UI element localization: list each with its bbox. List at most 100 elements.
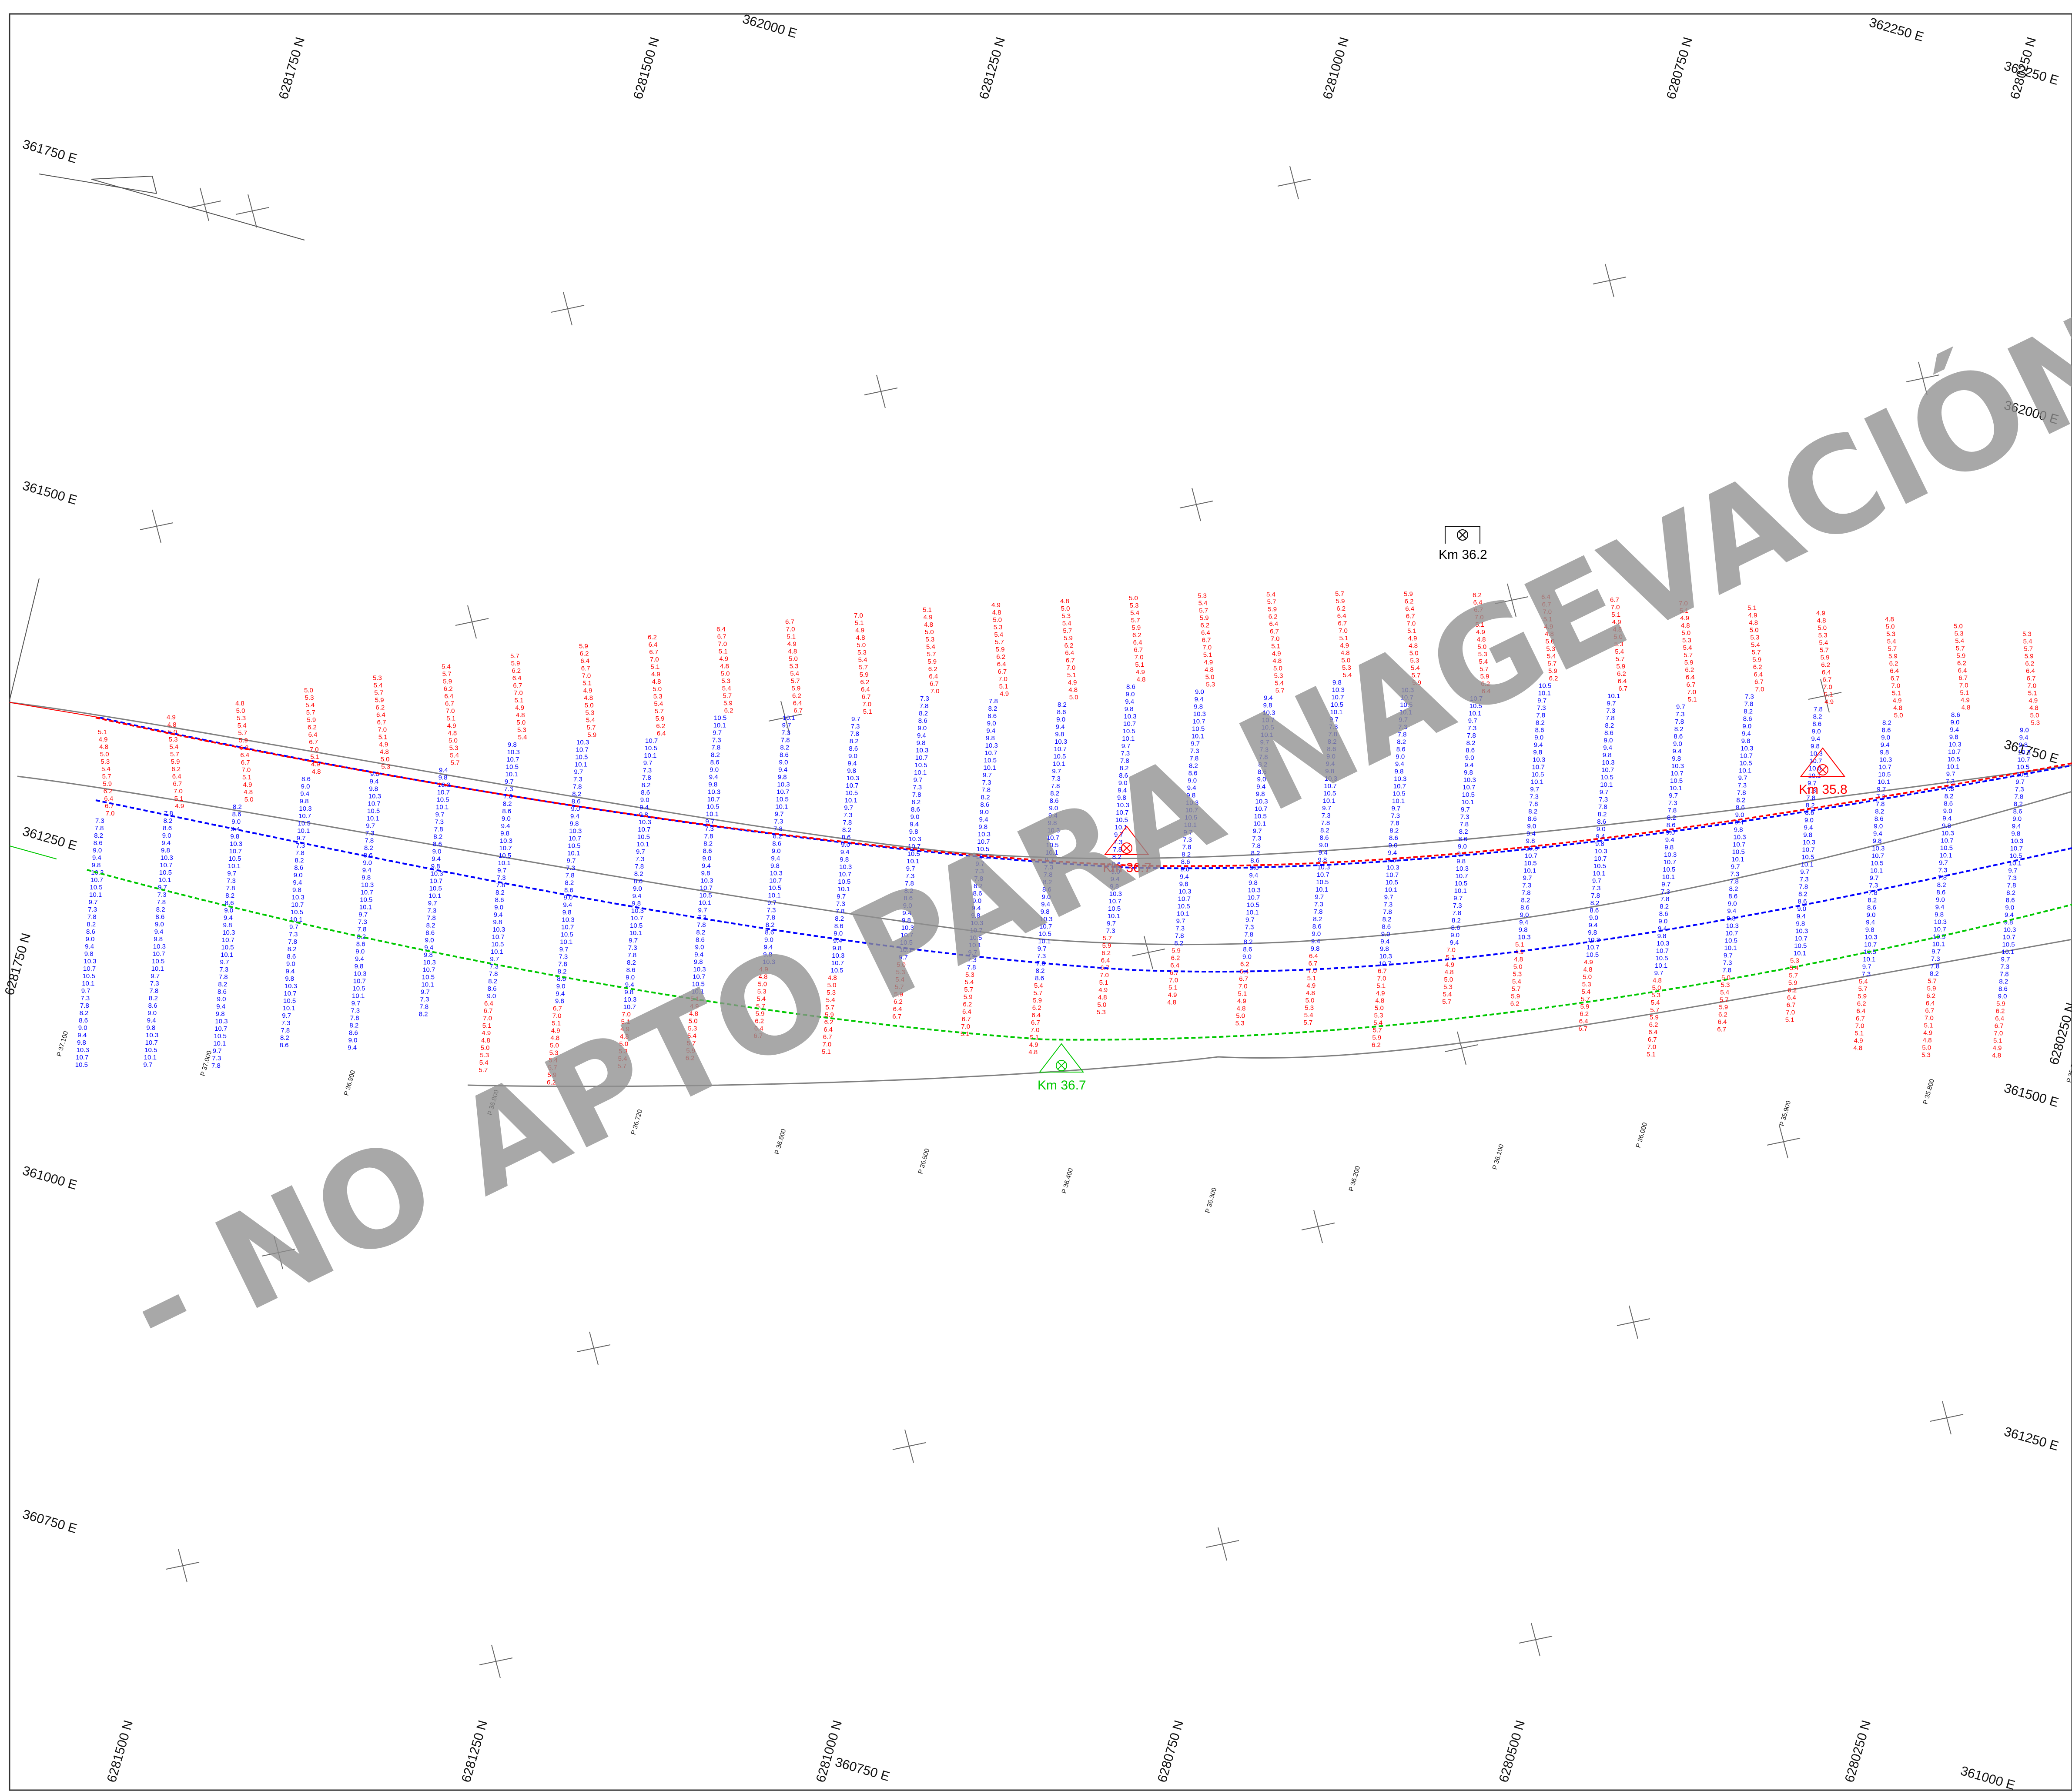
- beacon-icon: [1056, 1060, 1067, 1071]
- km-label: Km 35.8: [1799, 782, 1848, 797]
- svg-text:9.0: 9.0: [162, 832, 171, 839]
- svg-text:10.5: 10.5: [1254, 812, 1267, 820]
- svg-text:6.7: 6.7: [1925, 1007, 1934, 1014]
- svg-text:6.4: 6.4: [1958, 667, 1967, 674]
- svg-text:7.8: 7.8: [905, 880, 914, 887]
- svg-text:5.4: 5.4: [1443, 991, 1452, 998]
- svg-text:7.3: 7.3: [1945, 778, 1955, 785]
- svg-text:10.5: 10.5: [214, 1032, 227, 1040]
- svg-text:8.6: 8.6: [1590, 907, 1599, 914]
- svg-text:5.7: 5.7: [927, 651, 936, 658]
- svg-text:8.6: 8.6: [294, 864, 303, 872]
- grid-cross: [261, 1236, 295, 1270]
- svg-text:7.8: 7.8: [1252, 842, 1261, 849]
- svg-text:5.7: 5.7: [479, 1066, 488, 1074]
- svg-text:9.7: 9.7: [1461, 806, 1470, 813]
- svg-text:9.0: 9.0: [1604, 737, 1613, 744]
- svg-text:5.7: 5.7: [1412, 672, 1421, 679]
- svg-text:5.7: 5.7: [1928, 977, 1937, 985]
- svg-text:8.2: 8.2: [1798, 890, 1808, 898]
- svg-text:9.7: 9.7: [636, 848, 645, 855]
- svg-text:10.3: 10.3: [1456, 865, 1469, 872]
- svg-text:9.4: 9.4: [1804, 824, 1813, 831]
- svg-text:7.8: 7.8: [1529, 801, 1538, 808]
- svg-text:10.1: 10.1: [914, 769, 927, 776]
- svg-text:5.9: 5.9: [1102, 942, 1111, 949]
- svg-text:5.0: 5.0: [585, 702, 594, 709]
- svg-text:6.2: 6.2: [1996, 1007, 2005, 1015]
- contour-band: [95, 717, 2072, 867]
- svg-text:10.3: 10.3: [430, 870, 443, 877]
- svg-text:5.3: 5.3: [653, 693, 663, 700]
- svg-text:4.9: 4.9: [1893, 697, 1902, 705]
- svg-text:10.1: 10.1: [1878, 779, 1890, 786]
- svg-text:10.3: 10.3: [1602, 759, 1614, 766]
- svg-text:9.8: 9.8: [431, 862, 440, 870]
- svg-text:7.8: 7.8: [1044, 871, 1053, 879]
- svg-text:10.5: 10.5: [506, 763, 519, 771]
- svg-text:7.8: 7.8: [1113, 846, 1122, 853]
- svg-text:7.0: 7.0: [961, 1023, 970, 1030]
- svg-text:5.9: 5.9: [587, 731, 596, 738]
- svg-text:10.5: 10.5: [499, 852, 511, 859]
- svg-text:5.4: 5.4: [479, 1059, 489, 1066]
- svg-text:7.3: 7.3: [643, 767, 652, 774]
- svg-text:10.5: 10.5: [75, 1061, 88, 1069]
- svg-text:8.6: 8.6: [218, 988, 227, 996]
- svg-text:7.3: 7.3: [1329, 723, 1338, 731]
- svg-text:4.9: 4.9: [1237, 997, 1246, 1005]
- svg-text:5.4: 5.4: [826, 996, 835, 1004]
- svg-text:6.2: 6.2: [104, 788, 113, 795]
- svg-text:7.0: 7.0: [241, 766, 251, 774]
- svg-text:8.2: 8.2: [1328, 738, 1337, 745]
- svg-text:9.0: 9.0: [779, 759, 788, 766]
- svg-text:10.5: 10.5: [1948, 755, 1960, 763]
- svg-text:9.7: 9.7: [983, 772, 992, 779]
- svg-text:5.3: 5.3: [517, 726, 526, 734]
- svg-text:8.2: 8.2: [780, 744, 789, 752]
- svg-text:6.7: 6.7: [581, 665, 590, 672]
- svg-text:6.2: 6.2: [1926, 992, 1935, 999]
- svg-text:10.3: 10.3: [1186, 799, 1198, 807]
- svg-text:10.3: 10.3: [901, 924, 914, 932]
- svg-text:8.2: 8.2: [1528, 808, 1537, 815]
- svg-text:9.7: 9.7: [1530, 786, 1539, 793]
- svg-text:4.8: 4.8: [584, 694, 593, 702]
- svg-text:8.2: 8.2: [419, 1010, 428, 1018]
- svg-text:5.7: 5.7: [451, 759, 460, 766]
- svg-text:6.7: 6.7: [892, 1013, 901, 1020]
- svg-text:8.6: 8.6: [1674, 733, 1683, 740]
- svg-text:10.5: 10.5: [1725, 937, 1737, 944]
- svg-text:10.5: 10.5: [838, 878, 850, 885]
- svg-text:10.7: 10.7: [1795, 935, 1808, 942]
- svg-text:4.9: 4.9: [1272, 650, 1281, 657]
- svg-text:4.8: 4.8: [1137, 676, 1146, 683]
- svg-text:5.3: 5.3: [100, 758, 110, 765]
- svg-text:4.9: 4.9: [1204, 659, 1213, 666]
- svg-text:9.4: 9.4: [293, 879, 302, 886]
- svg-text:6.4: 6.4: [893, 1006, 902, 1013]
- svg-text:7.0: 7.0: [1100, 972, 1109, 979]
- svg-text:10.1: 10.1: [1670, 785, 1682, 792]
- svg-text:7.0: 7.0: [1823, 683, 1832, 691]
- svg-text:5.0: 5.0: [827, 982, 837, 989]
- svg-text:5.1: 5.1: [863, 708, 872, 715]
- svg-text:8.2: 8.2: [1605, 722, 1614, 729]
- svg-text:10.3: 10.3: [1109, 890, 1122, 898]
- svg-text:5.9: 5.9: [1172, 947, 1181, 955]
- svg-text:9.0: 9.0: [695, 943, 704, 951]
- svg-text:7.0: 7.0: [1543, 608, 1552, 616]
- green-contour-line: [9, 845, 57, 859]
- svg-text:8.6: 8.6: [287, 953, 296, 960]
- svg-text:10.7: 10.7: [284, 990, 296, 997]
- svg-text:10.1: 10.1: [691, 988, 704, 995]
- svg-text:10.5: 10.5: [491, 941, 504, 948]
- svg-text:8.2: 8.2: [225, 892, 234, 899]
- svg-text:10.7: 10.7: [1047, 834, 1059, 842]
- svg-text:10.7: 10.7: [630, 915, 643, 922]
- svg-text:6.4: 6.4: [1926, 999, 1935, 1007]
- svg-text:8.2: 8.2: [1182, 851, 1191, 859]
- svg-text:8.6: 8.6: [225, 899, 234, 907]
- svg-text:6.7: 6.7: [1754, 678, 1764, 685]
